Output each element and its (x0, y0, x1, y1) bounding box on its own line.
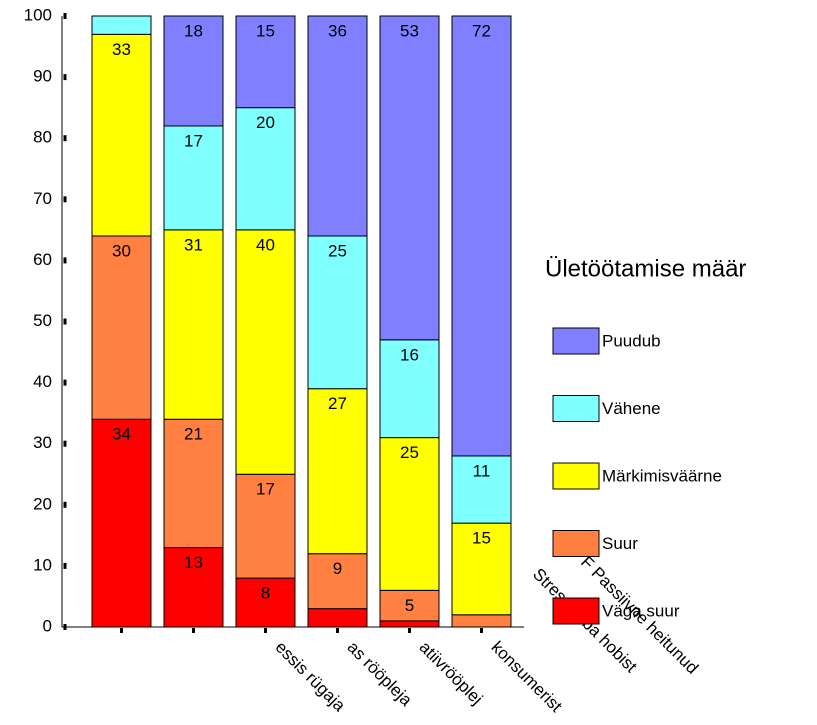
data-label: 31 (184, 235, 203, 254)
legend-swatch (552, 395, 600, 422)
data-label: 8 (261, 584, 270, 603)
y-tick-label: 70 (33, 189, 52, 208)
bar-segment (379, 339, 440, 439)
bar-segment (235, 15, 296, 109)
data-label: 30 (112, 241, 131, 260)
data-label: 20 (256, 113, 275, 132)
data-label: 5 (405, 596, 414, 615)
y-tick-label: 90 (33, 67, 52, 86)
data-label: 11 (473, 461, 491, 480)
legend-swatch (552, 327, 600, 355)
bar-segment (235, 473, 296, 579)
y-tick-label: 0 (43, 616, 52, 635)
x-tick-label: as rööpleja (344, 638, 417, 711)
data-label: 53 (400, 21, 419, 40)
legend-label: Märkimisväärne (602, 466, 722, 485)
legend-label: Vähene (602, 399, 661, 418)
data-label: 36 (328, 21, 347, 40)
bar-segment (163, 547, 224, 628)
bar-segment (235, 577, 296, 628)
bar-segment (379, 589, 440, 622)
bar-segment (451, 455, 512, 524)
y-tick-label: 20 (33, 494, 52, 513)
bar-segment (91, 418, 152, 628)
bar-segment (307, 235, 368, 390)
data-label: 15 (472, 529, 491, 548)
data-label: 18 (184, 21, 203, 40)
bar-segment (451, 614, 512, 628)
data-label: 34 (112, 425, 131, 444)
bar-segment (307, 15, 368, 237)
data-label: 17 (256, 480, 275, 499)
bar-segment (307, 553, 368, 610)
bar-segment (235, 229, 296, 475)
bar-segment (235, 107, 296, 231)
bar-segment (163, 229, 224, 420)
x-tick-label: essis rügaja (272, 638, 350, 716)
legend-swatch (552, 462, 600, 490)
bar-segment (307, 608, 368, 628)
legend-swatch (552, 597, 600, 625)
bar-segment (451, 522, 512, 616)
y-tick-label: 100 (24, 5, 52, 24)
legend-swatch (552, 530, 600, 557)
data-label: 33 (112, 40, 131, 59)
data-label: 13 (184, 553, 203, 572)
legend-label: Suur (602, 534, 638, 553)
bar-segment (91, 15, 152, 35)
legend-label: Väga suur (602, 601, 680, 620)
data-label: 40 (256, 235, 275, 254)
x-tick-label: konsumerist (488, 638, 566, 716)
legend-title: Ületöötamise määr (545, 255, 746, 282)
data-label: 25 (328, 241, 347, 260)
bar-segment (91, 235, 152, 420)
y-tick-label: 10 (33, 555, 52, 574)
data-label: 72 (472, 21, 491, 40)
data-label: 16 (400, 345, 419, 364)
y-tick-label: 80 (33, 128, 52, 147)
y-tick-label: 30 (33, 433, 52, 452)
bar-segment (163, 15, 224, 127)
bar-segment (379, 15, 440, 341)
data-label: 9 (333, 559, 342, 578)
y-tick-label: 60 (33, 250, 52, 269)
bar-segment (379, 437, 440, 591)
data-label: 25 (400, 443, 419, 462)
bar-segment (379, 620, 440, 628)
legend-label: Puudub (602, 331, 661, 350)
data-label: 27 (328, 394, 347, 413)
x-tick-label: atiivrööplej (416, 638, 487, 709)
data-label: 17 (184, 131, 203, 150)
bar-segment (451, 15, 512, 457)
bar-segment (307, 388, 368, 555)
y-tick-label: 40 (33, 372, 52, 391)
data-label: 21 (184, 425, 203, 444)
data-label: 15 (256, 21, 275, 40)
y-tick-label: 50 (33, 311, 52, 330)
bar-segment (91, 33, 152, 237)
